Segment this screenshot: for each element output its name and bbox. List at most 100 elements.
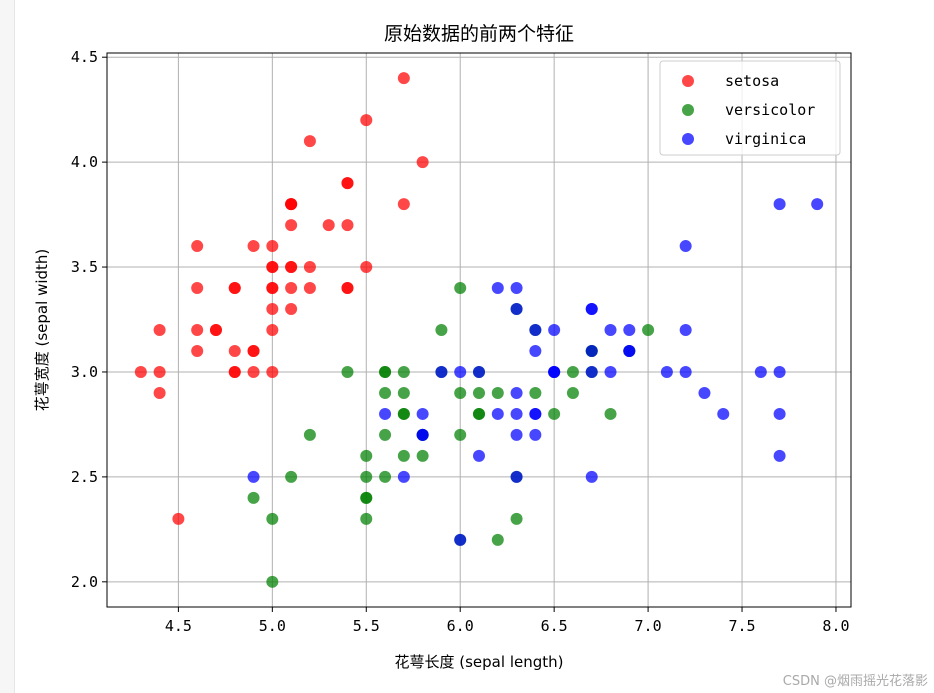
data-point-setosa (285, 282, 298, 295)
y-tick-label: 4.5 (71, 48, 98, 66)
data-point-virginica (623, 344, 636, 357)
data-point-versicolor (435, 324, 448, 336)
data-point-virginica (679, 240, 692, 253)
data-point-versicolor (341, 365, 354, 378)
data-point-setosa (360, 114, 373, 127)
chart-title: 原始数据的前两个特征 (384, 23, 574, 45)
data-point-setosa (191, 240, 204, 253)
y-tick-label: 2.5 (71, 468, 98, 486)
data-point-virginica (773, 365, 786, 378)
data-point-virginica (604, 365, 617, 378)
data-point-setosa (191, 324, 204, 336)
data-point-setosa (247, 344, 260, 357)
data-point-versicolor (473, 386, 485, 399)
legend-marker-setosa (682, 75, 694, 87)
data-point-virginica (454, 365, 467, 378)
data-point-virginica (510, 386, 523, 399)
legend: setosa versicolor virginica (659, 60, 841, 156)
x-tick-label: 6.0 (447, 617, 474, 635)
data-point-virginica (473, 449, 485, 462)
data-point-virginica (491, 407, 504, 420)
data-point-versicolor (566, 365, 579, 378)
legend-label-versicolor: versicolor (725, 101, 815, 119)
data-point-virginica (247, 470, 260, 483)
data-point-versicolor (454, 428, 467, 441)
y-tick-label: 2.0 (71, 573, 98, 591)
x-tick-label: 5.5 (353, 617, 380, 635)
y-tick-label: 3.5 (71, 258, 98, 276)
data-point-virginica (416, 407, 429, 420)
x-axis-label: 花萼长度 (sepal length) (395, 653, 564, 671)
data-point-setosa (228, 344, 241, 357)
data-point-virginica (604, 324, 617, 336)
data-point-versicolor (360, 449, 373, 462)
data-point-versicolor (454, 282, 467, 295)
data-point-virginica (717, 407, 730, 420)
data-point-setosa (153, 386, 166, 399)
data-point-setosa (153, 324, 166, 336)
x-tick-label: 6.5 (541, 617, 568, 635)
data-point-versicolor (303, 428, 316, 441)
data-point-versicolor (360, 491, 373, 504)
data-point-virginica (529, 407, 542, 420)
data-point-versicolor (379, 386, 392, 399)
data-point-versicolor (397, 386, 410, 399)
data-point-virginica (473, 365, 485, 378)
data-point-setosa (247, 240, 260, 253)
data-point-versicolor (247, 491, 260, 504)
data-point-setosa (285, 219, 298, 232)
data-point-setosa (303, 261, 316, 274)
axis-ticks: 4.5 5.0 5.5 6.0 6.5 7.0 7.5 8.0 2.0 2.5 3.0 3.5 4.0 4… (71, 48, 850, 635)
data-point-setosa (341, 282, 354, 295)
data-point-versicolor (491, 386, 504, 399)
data-point-versicolor (397, 365, 410, 378)
data-point-virginica (548, 365, 561, 378)
data-point-setosa (416, 156, 429, 169)
data-point-virginica (623, 324, 636, 336)
data-point-setosa (303, 135, 316, 148)
data-point-virginica (679, 365, 692, 378)
data-point-virginica (811, 198, 824, 211)
data-point-virginica (754, 365, 767, 378)
data-point-virginica (510, 282, 523, 295)
data-point-setosa (228, 282, 241, 295)
x-tick-label: 7.0 (635, 617, 662, 635)
data-point-versicolor (548, 407, 561, 420)
data-point-virginica (529, 344, 542, 357)
data-point-versicolor (491, 533, 504, 546)
data-point-virginica (773, 407, 786, 420)
data-point-setosa (247, 365, 260, 378)
data-point-virginica (585, 365, 598, 378)
data-point-versicolor (510, 512, 523, 525)
data-point-versicolor (379, 365, 392, 378)
data-point-virginica (379, 407, 392, 420)
data-point-setosa (172, 512, 185, 525)
data-point-virginica (510, 303, 523, 316)
scatter-points (134, 72, 824, 588)
data-point-setosa (341, 177, 354, 190)
data-point-virginica (548, 324, 561, 336)
data-point-setosa (285, 198, 298, 211)
data-point-virginica (397, 470, 410, 483)
data-point-versicolor (379, 470, 392, 483)
data-point-virginica (529, 428, 542, 441)
data-point-setosa (266, 324, 279, 336)
data-point-versicolor (397, 407, 410, 420)
data-point-virginica (585, 470, 598, 483)
data-point-versicolor (266, 512, 279, 525)
x-tick-label: 5.0 (259, 617, 286, 635)
data-point-setosa (191, 282, 204, 295)
data-point-setosa (322, 219, 335, 232)
data-point-versicolor (454, 386, 467, 399)
data-point-setosa (266, 261, 279, 274)
data-point-virginica (698, 386, 711, 399)
data-point-virginica (510, 407, 523, 420)
data-point-setosa (360, 261, 373, 274)
data-point-virginica (773, 449, 786, 462)
data-point-virginica (416, 428, 429, 441)
data-point-versicolor (566, 386, 579, 399)
data-point-versicolor (360, 512, 373, 525)
data-point-versicolor (360, 470, 373, 483)
data-point-virginica (660, 365, 673, 378)
